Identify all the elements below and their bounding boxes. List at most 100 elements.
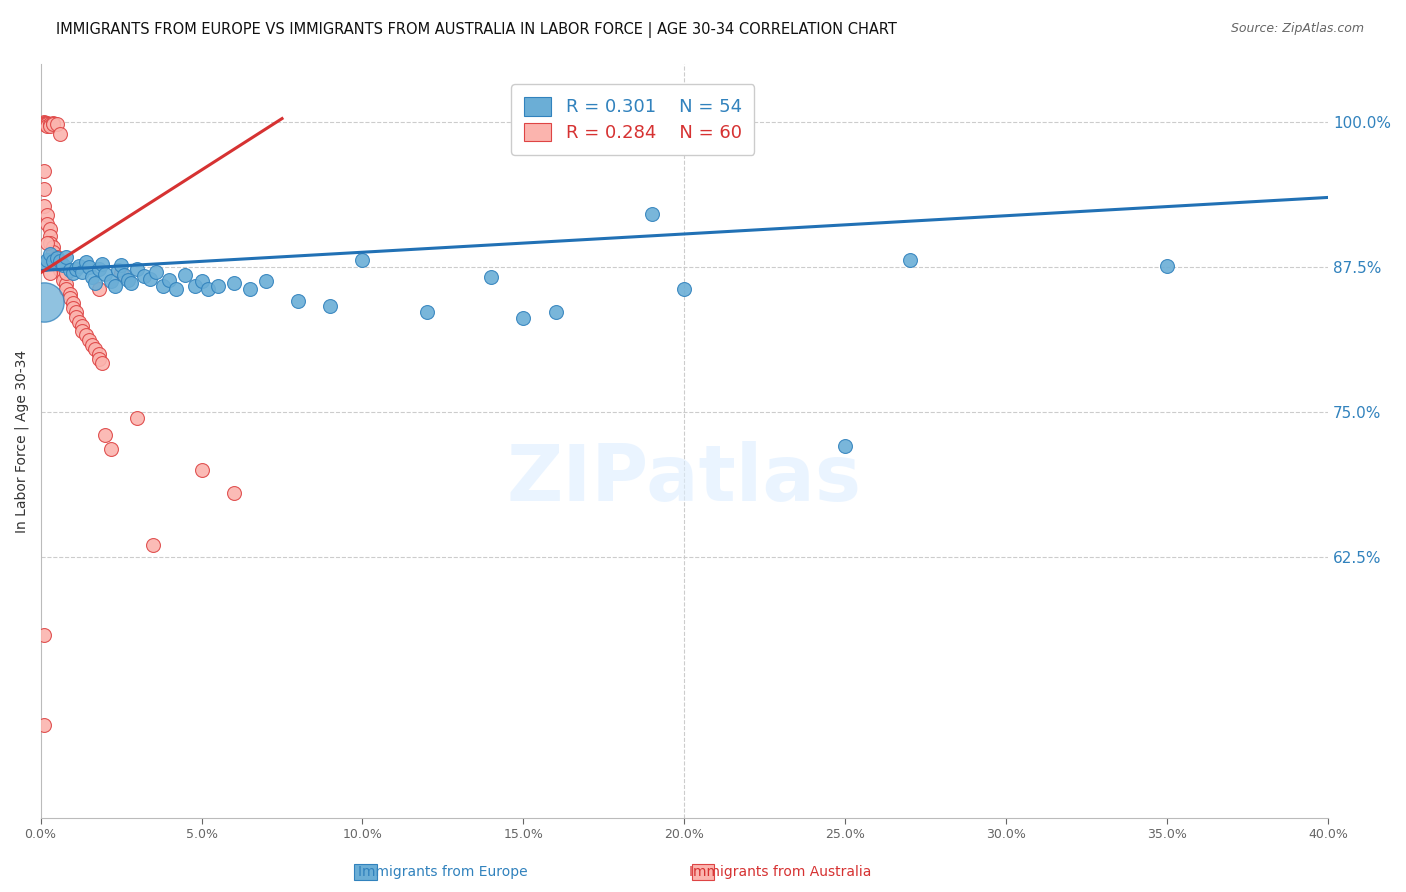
Point bbox=[87, 282, 110, 296]
Point bbox=[110, 266, 132, 280]
Point bbox=[145, 265, 167, 279]
Point bbox=[32, 117, 55, 131]
Point bbox=[45, 254, 67, 268]
Point bbox=[90, 256, 112, 270]
Point bbox=[82, 270, 104, 285]
Point bbox=[197, 282, 219, 296]
Point bbox=[58, 291, 80, 305]
Point bbox=[49, 127, 72, 141]
Point bbox=[39, 266, 62, 280]
Point bbox=[77, 333, 100, 347]
Point bbox=[100, 442, 122, 456]
Point bbox=[55, 282, 77, 296]
Point bbox=[32, 115, 55, 129]
Point bbox=[100, 274, 122, 288]
Point bbox=[39, 119, 62, 133]
Point bbox=[67, 314, 90, 328]
Point bbox=[39, 235, 62, 250]
Point bbox=[75, 255, 97, 269]
Point bbox=[117, 273, 139, 287]
Point bbox=[42, 117, 65, 131]
Point bbox=[67, 259, 90, 273]
Point bbox=[82, 337, 104, 351]
Point bbox=[45, 250, 67, 264]
Point bbox=[45, 251, 67, 265]
Point bbox=[32, 117, 55, 131]
Point bbox=[184, 278, 207, 293]
Point bbox=[39, 228, 62, 243]
Point bbox=[65, 262, 87, 277]
Point bbox=[55, 250, 77, 264]
Point bbox=[39, 247, 62, 261]
Point bbox=[84, 343, 107, 357]
Point bbox=[55, 277, 77, 292]
Point bbox=[152, 278, 174, 293]
Point bbox=[35, 116, 58, 130]
Point bbox=[58, 263, 80, 277]
Text: Immigrants from Europe: Immigrants from Europe bbox=[359, 865, 527, 880]
Point bbox=[87, 347, 110, 361]
Point bbox=[544, 305, 567, 319]
Point bbox=[352, 253, 374, 268]
Point bbox=[35, 217, 58, 231]
Point bbox=[1156, 259, 1178, 273]
Point bbox=[207, 278, 229, 293]
Point bbox=[319, 300, 342, 314]
Text: Source: ZipAtlas.com: Source: ZipAtlas.com bbox=[1230, 22, 1364, 36]
Point bbox=[58, 286, 80, 301]
Point bbox=[32, 182, 55, 196]
Point bbox=[120, 277, 142, 291]
Point bbox=[39, 221, 62, 235]
Point bbox=[45, 117, 67, 131]
Point bbox=[32, 294, 55, 309]
Point bbox=[49, 254, 72, 268]
Legend: R = 0.301    N = 54, R = 0.284    N = 60: R = 0.301 N = 54, R = 0.284 N = 60 bbox=[512, 85, 755, 154]
Point bbox=[94, 267, 117, 281]
Point bbox=[107, 263, 129, 277]
Point bbox=[32, 163, 55, 178]
Point bbox=[35, 117, 58, 131]
Point bbox=[52, 258, 75, 272]
Point bbox=[112, 268, 135, 282]
Point bbox=[55, 266, 77, 280]
Point bbox=[62, 266, 84, 280]
Point bbox=[222, 486, 245, 500]
Point bbox=[65, 305, 87, 319]
Point bbox=[190, 463, 212, 477]
Point bbox=[42, 240, 65, 254]
Point bbox=[142, 538, 165, 552]
Point bbox=[32, 256, 55, 270]
Point bbox=[35, 235, 58, 250]
Point bbox=[104, 278, 127, 293]
Point bbox=[165, 282, 187, 296]
Point bbox=[32, 628, 55, 642]
Point bbox=[512, 311, 534, 326]
Point bbox=[42, 254, 65, 268]
Point bbox=[52, 273, 75, 287]
Point bbox=[32, 116, 55, 130]
Point bbox=[49, 263, 72, 277]
Point bbox=[139, 271, 162, 285]
Point bbox=[49, 259, 72, 273]
Point bbox=[84, 277, 107, 291]
Point bbox=[898, 253, 921, 268]
Point bbox=[72, 319, 94, 334]
Point bbox=[673, 282, 696, 296]
Point bbox=[127, 262, 149, 277]
Point bbox=[254, 274, 277, 288]
Point bbox=[110, 258, 132, 272]
Point bbox=[35, 119, 58, 133]
Point bbox=[157, 273, 180, 287]
Point bbox=[32, 718, 55, 732]
Point bbox=[87, 262, 110, 277]
Point bbox=[287, 293, 309, 308]
Point bbox=[94, 428, 117, 442]
Point bbox=[39, 117, 62, 131]
Point bbox=[87, 351, 110, 366]
Y-axis label: In Labor Force | Age 30-34: In Labor Force | Age 30-34 bbox=[15, 350, 30, 533]
Point bbox=[52, 268, 75, 282]
Point bbox=[62, 301, 84, 315]
Text: ZIPatlas: ZIPatlas bbox=[508, 441, 862, 516]
Point bbox=[127, 410, 149, 425]
Point bbox=[239, 282, 262, 296]
